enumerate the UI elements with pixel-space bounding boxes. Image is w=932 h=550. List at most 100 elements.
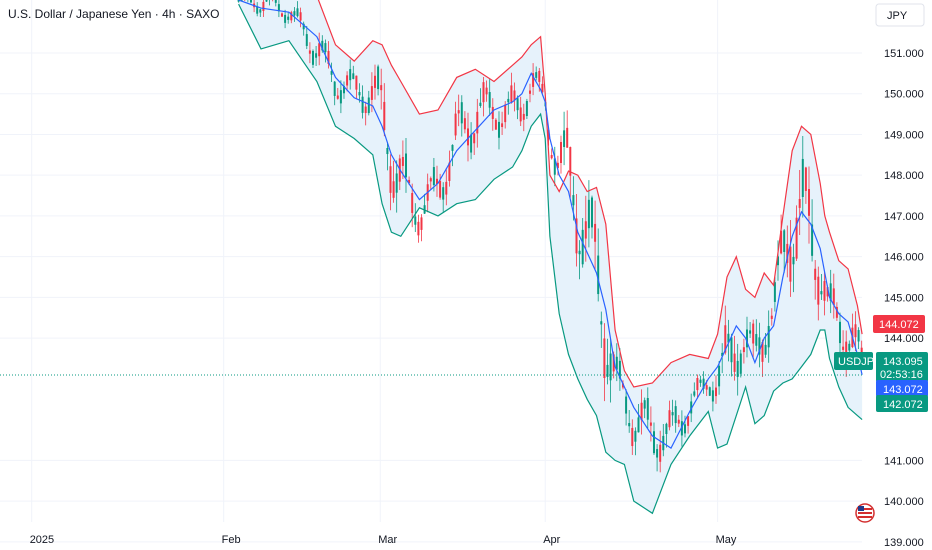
candle-body — [711, 390, 714, 402]
upper-band-line — [317, 0, 863, 388]
lower-band-tag: 142.072 — [876, 395, 928, 412]
candle-body — [696, 378, 699, 391]
y-tick-label: 151.000 — [884, 48, 924, 60]
upper-band-tag: 144.072 — [873, 315, 925, 333]
candle-body — [752, 323, 755, 344]
candle-body — [842, 346, 845, 350]
candle-body — [352, 73, 355, 79]
candle-body — [829, 283, 832, 301]
candle-body — [457, 110, 460, 114]
candle-body — [814, 268, 817, 280]
candle-body — [342, 86, 345, 94]
candle-body — [383, 101, 386, 131]
candle-body — [392, 181, 395, 198]
candle-body — [339, 90, 342, 104]
candle-body — [404, 153, 407, 178]
candle-body — [336, 95, 339, 99]
candle-body — [687, 416, 690, 426]
candle-body — [535, 72, 538, 78]
candle-body — [377, 66, 380, 90]
candle-body — [637, 417, 640, 433]
time-axis[interactable]: 2025 Feb Mar Apr May — [30, 534, 737, 546]
candle-body — [287, 16, 290, 20]
candle-body — [730, 337, 733, 363]
candle-body — [745, 329, 748, 348]
candle-body — [749, 330, 752, 334]
y-tick-label: 144.000 — [884, 333, 924, 345]
candle-body — [683, 424, 686, 434]
candle-body — [333, 81, 336, 96]
candle-body — [482, 82, 485, 103]
candle-body — [587, 199, 590, 229]
candle-body — [528, 90, 531, 94]
candle-body — [625, 396, 628, 414]
candle-body — [525, 100, 528, 117]
candle-body — [420, 217, 423, 230]
price-axis[interactable]: 151.000 150.000 149.000 148.000 147.000 146.0… — [884, 48, 924, 549]
candle-body — [575, 218, 578, 254]
candle-body — [445, 181, 448, 195]
candle-body — [473, 133, 476, 144]
candle-body — [597, 255, 600, 295]
candle-body — [373, 75, 376, 88]
x-tick-label: Mar — [378, 534, 397, 546]
candle-body — [584, 221, 587, 239]
candle-body — [346, 75, 349, 86]
candle-body — [621, 383, 624, 388]
upper-band-value: 144.072 — [879, 319, 919, 331]
x-tick-label: Feb — [222, 534, 241, 546]
candle-body — [522, 113, 525, 120]
candle-body — [293, 11, 296, 16]
y-tick-label: 149.000 — [884, 129, 924, 141]
chart-grid — [0, 0, 862, 543]
lower-band-line — [238, 3, 863, 515]
price-candles — [237, 0, 863, 473]
candle-body — [411, 193, 414, 213]
candle-body — [755, 334, 758, 346]
candle-body — [581, 229, 584, 265]
candle-body — [538, 70, 541, 82]
candle-body — [494, 119, 497, 130]
middle-band-tag: 143.072 — [876, 380, 928, 397]
currency-button[interactable]: JPY — [875, 3, 925, 27]
candle-body — [305, 34, 308, 46]
currency-label: JPY — [887, 10, 908, 22]
candle-body — [274, 0, 277, 3]
candle-body — [488, 92, 491, 108]
candle-body — [256, 6, 259, 14]
price-labels: 144.072 USDJPY 143.095 02:53:16 143.072 … — [834, 315, 928, 412]
candle-body — [652, 431, 655, 454]
y-tick-label: 150.000 — [884, 89, 924, 101]
y-tick-label: 147.000 — [884, 211, 924, 223]
candle-body — [594, 223, 597, 242]
x-tick-label: May — [716, 534, 737, 546]
candle-body — [718, 365, 721, 387]
candle-body — [727, 333, 730, 343]
candle-body — [296, 8, 299, 17]
candle-body — [820, 291, 823, 295]
candle-body — [646, 398, 649, 420]
bollinger-band-fill — [238, 0, 863, 514]
candle-body — [501, 123, 504, 127]
candle-body — [612, 354, 615, 372]
candle-body — [569, 147, 572, 176]
candle-body — [761, 342, 764, 362]
candle-body — [470, 134, 473, 153]
candle-body — [277, 4, 280, 12]
middle-band-line — [238, 0, 863, 449]
candle-body — [801, 158, 804, 197]
symbol-tag: USDJPY — [834, 352, 882, 370]
candle-body — [699, 379, 702, 383]
candle-body — [429, 178, 432, 182]
candle-body — [776, 256, 779, 266]
y-tick-label: 148.000 — [884, 170, 924, 182]
candle-body — [401, 156, 404, 166]
candle-body — [705, 385, 708, 390]
candle-body — [724, 325, 727, 353]
candle-body — [721, 352, 724, 357]
current-price-tag: 143.095 02:53:16 — [876, 352, 928, 382]
candle-body — [826, 287, 829, 297]
us-flag-icon[interactable] — [855, 503, 875, 523]
candle-body — [615, 356, 618, 370]
